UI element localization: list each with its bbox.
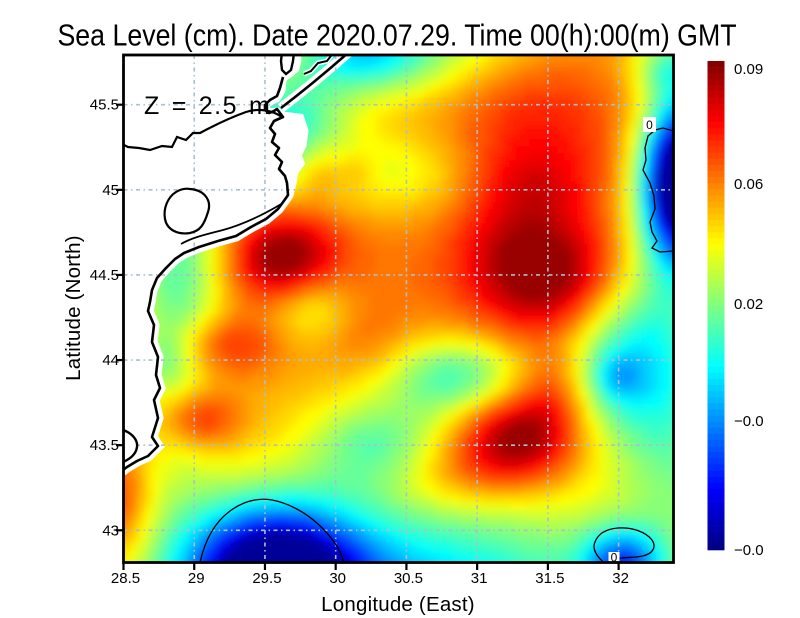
svg-text:29.5: 29.5: [252, 570, 281, 587]
svg-text:32: 32: [612, 570, 629, 587]
svg-text:0: 0: [611, 551, 618, 565]
svg-text:−0.0: −0.0: [734, 413, 764, 430]
svg-text:Sea Level (cm). Date 2020.07.2: Sea Level (cm). Date 2020.07.29. Time 00…: [57, 19, 736, 53]
svg-text:28.5: 28.5: [111, 570, 140, 587]
svg-text:43.5: 43.5: [90, 437, 119, 454]
svg-text:Longitude (East): Longitude (East): [321, 593, 475, 616]
svg-text:−0.0: −0.0: [734, 542, 764, 559]
svg-text:29: 29: [188, 570, 205, 587]
svg-text:0: 0: [646, 118, 653, 132]
svg-text:45.5: 45.5: [90, 97, 119, 114]
svg-text:44.5: 44.5: [90, 267, 119, 284]
svg-text:31: 31: [471, 570, 488, 587]
svg-text:0.09: 0.09: [734, 61, 763, 78]
svg-text:45: 45: [102, 182, 119, 199]
svg-text:31.5: 31.5: [535, 570, 564, 587]
svg-text:0.02: 0.02: [734, 296, 763, 313]
svg-text:0.06: 0.06: [734, 176, 763, 193]
svg-text:30: 30: [329, 570, 346, 587]
svg-text:30.5: 30.5: [394, 570, 423, 587]
svg-text:Z = 2.5 m: Z = 2.5 m: [144, 92, 271, 120]
svg-text:Latitude (North): Latitude (North): [62, 235, 85, 381]
svg-text:44: 44: [102, 352, 119, 369]
svg-text:43: 43: [102, 522, 119, 539]
